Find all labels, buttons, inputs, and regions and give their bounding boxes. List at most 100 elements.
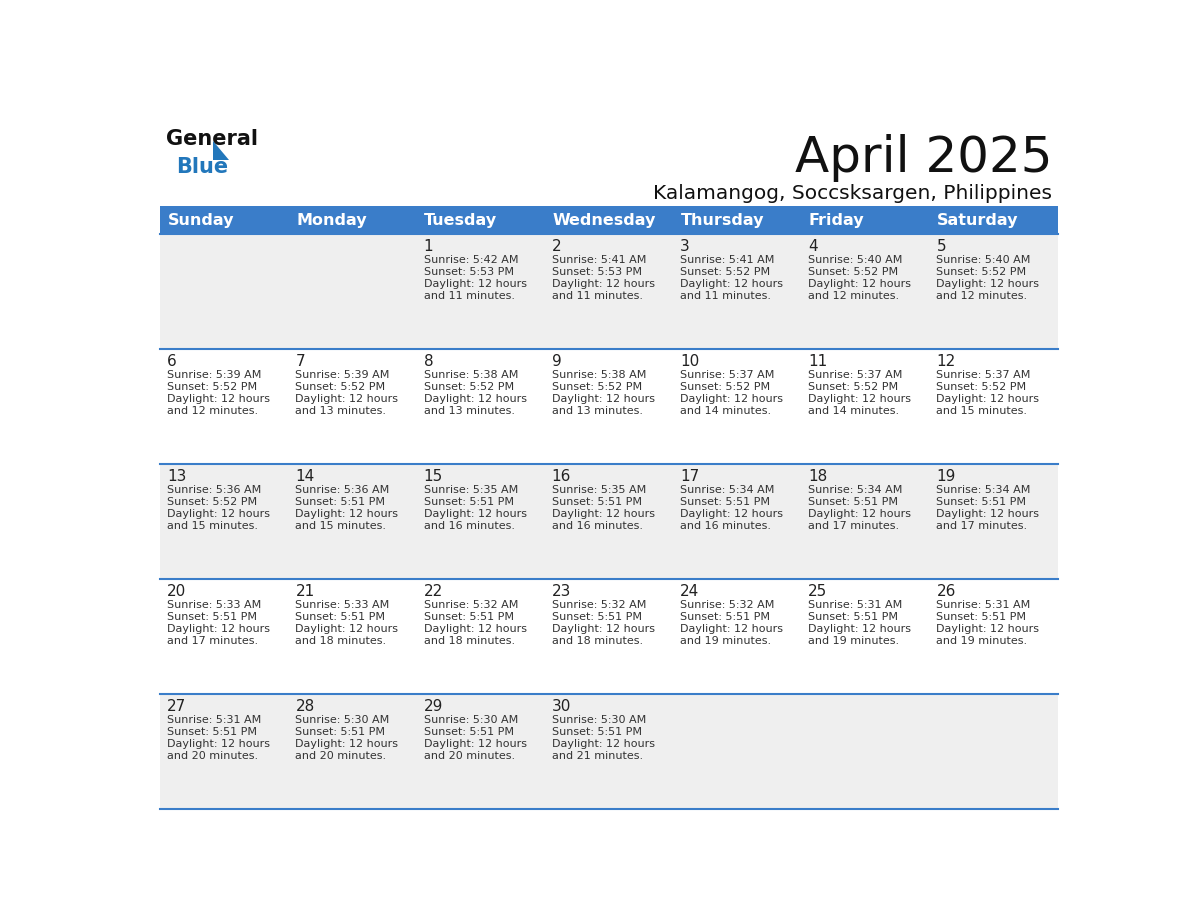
Text: Daylight: 12 hours: Daylight: 12 hours xyxy=(424,509,526,519)
Text: April 2025: April 2025 xyxy=(795,134,1053,182)
Text: Sunset: 5:51 PM: Sunset: 5:51 PM xyxy=(808,612,898,622)
Text: 25: 25 xyxy=(808,584,828,599)
Text: Sunrise: 5:41 AM: Sunrise: 5:41 AM xyxy=(551,255,646,265)
Text: Sunrise: 5:32 AM: Sunrise: 5:32 AM xyxy=(424,600,518,610)
Text: Sunset: 5:52 PM: Sunset: 5:52 PM xyxy=(551,382,642,392)
Text: Sunrise: 5:37 AM: Sunrise: 5:37 AM xyxy=(808,370,903,380)
Text: Sunrise: 5:34 AM: Sunrise: 5:34 AM xyxy=(680,485,775,495)
Text: and 16 minutes.: and 16 minutes. xyxy=(424,521,514,531)
Text: Sunset: 5:51 PM: Sunset: 5:51 PM xyxy=(551,612,642,622)
Text: Sunrise: 5:31 AM: Sunrise: 5:31 AM xyxy=(936,600,1031,610)
Text: Daylight: 12 hours: Daylight: 12 hours xyxy=(296,509,398,519)
Text: Sunset: 5:51 PM: Sunset: 5:51 PM xyxy=(168,612,257,622)
Text: 17: 17 xyxy=(680,469,700,484)
Text: and 19 minutes.: and 19 minutes. xyxy=(680,636,771,646)
Text: and 18 minutes.: and 18 minutes. xyxy=(296,636,386,646)
Text: Daylight: 12 hours: Daylight: 12 hours xyxy=(680,394,783,404)
Text: Sunrise: 5:39 AM: Sunrise: 5:39 AM xyxy=(296,370,390,380)
Text: and 13 minutes.: and 13 minutes. xyxy=(551,406,643,416)
Text: Sunrise: 5:38 AM: Sunrise: 5:38 AM xyxy=(551,370,646,380)
Text: Monday: Monday xyxy=(296,213,367,228)
Text: Daylight: 12 hours: Daylight: 12 hours xyxy=(808,509,911,519)
Text: 6: 6 xyxy=(168,353,177,369)
Bar xyxy=(672,207,801,234)
Text: Daylight: 12 hours: Daylight: 12 hours xyxy=(168,624,270,634)
Text: 14: 14 xyxy=(296,469,315,484)
Text: Sunset: 5:52 PM: Sunset: 5:52 PM xyxy=(936,382,1026,392)
Text: Sunset: 5:51 PM: Sunset: 5:51 PM xyxy=(680,497,770,507)
Text: and 20 minutes.: and 20 minutes. xyxy=(296,751,386,761)
Bar xyxy=(801,207,929,234)
Text: 27: 27 xyxy=(168,699,187,714)
Text: 21: 21 xyxy=(296,584,315,599)
Text: Tuesday: Tuesday xyxy=(424,213,498,228)
Text: Sunset: 5:52 PM: Sunset: 5:52 PM xyxy=(168,382,258,392)
Text: Sunset: 5:51 PM: Sunset: 5:51 PM xyxy=(551,497,642,507)
Text: Daylight: 12 hours: Daylight: 12 hours xyxy=(680,509,783,519)
Text: Sunset: 5:51 PM: Sunset: 5:51 PM xyxy=(296,727,385,737)
Text: and 14 minutes.: and 14 minutes. xyxy=(680,406,771,416)
Text: and 13 minutes.: and 13 minutes. xyxy=(296,406,386,416)
Text: Sunrise: 5:30 AM: Sunrise: 5:30 AM xyxy=(551,715,646,725)
Text: and 14 minutes.: and 14 minutes. xyxy=(808,406,899,416)
Text: 12: 12 xyxy=(936,353,955,369)
Text: Daylight: 12 hours: Daylight: 12 hours xyxy=(808,624,911,634)
Text: Daylight: 12 hours: Daylight: 12 hours xyxy=(551,394,655,404)
Text: Friday: Friday xyxy=(809,213,865,228)
Text: Sunset: 5:51 PM: Sunset: 5:51 PM xyxy=(424,497,513,507)
Text: Daylight: 12 hours: Daylight: 12 hours xyxy=(424,279,526,289)
Text: and 12 minutes.: and 12 minutes. xyxy=(808,291,899,301)
Text: Sunrise: 5:37 AM: Sunrise: 5:37 AM xyxy=(680,370,775,380)
Bar xyxy=(160,694,1057,810)
Text: 10: 10 xyxy=(680,353,700,369)
Text: Saturday: Saturday xyxy=(937,213,1018,228)
Text: Sunrise: 5:34 AM: Sunrise: 5:34 AM xyxy=(936,485,1031,495)
Text: Daylight: 12 hours: Daylight: 12 hours xyxy=(808,394,911,404)
Text: 7: 7 xyxy=(296,353,305,369)
Text: Sunrise: 5:40 AM: Sunrise: 5:40 AM xyxy=(936,255,1031,265)
Text: and 18 minutes.: and 18 minutes. xyxy=(424,636,514,646)
Text: and 19 minutes.: and 19 minutes. xyxy=(808,636,899,646)
Text: Sunrise: 5:33 AM: Sunrise: 5:33 AM xyxy=(296,600,390,610)
Text: Sunrise: 5:35 AM: Sunrise: 5:35 AM xyxy=(551,485,646,495)
Text: Sunset: 5:53 PM: Sunset: 5:53 PM xyxy=(424,267,513,277)
Text: Sunrise: 5:39 AM: Sunrise: 5:39 AM xyxy=(168,370,261,380)
Text: 5: 5 xyxy=(936,239,946,253)
Text: Daylight: 12 hours: Daylight: 12 hours xyxy=(296,394,398,404)
Text: Daylight: 12 hours: Daylight: 12 hours xyxy=(551,509,655,519)
Polygon shape xyxy=(213,141,229,161)
Text: Daylight: 12 hours: Daylight: 12 hours xyxy=(551,624,655,634)
Text: Sunrise: 5:31 AM: Sunrise: 5:31 AM xyxy=(808,600,903,610)
Text: Daylight: 12 hours: Daylight: 12 hours xyxy=(296,624,398,634)
Text: 15: 15 xyxy=(424,469,443,484)
Text: Daylight: 12 hours: Daylight: 12 hours xyxy=(424,624,526,634)
Bar xyxy=(160,234,1057,349)
Text: and 17 minutes.: and 17 minutes. xyxy=(808,521,899,531)
Text: Sunset: 5:51 PM: Sunset: 5:51 PM xyxy=(680,612,770,622)
Text: General: General xyxy=(165,129,258,149)
Bar xyxy=(417,207,545,234)
Text: Blue: Blue xyxy=(176,157,228,177)
Text: Sunset: 5:51 PM: Sunset: 5:51 PM xyxy=(551,727,642,737)
Text: Sunrise: 5:37 AM: Sunrise: 5:37 AM xyxy=(936,370,1031,380)
Text: 19: 19 xyxy=(936,469,956,484)
Text: Thursday: Thursday xyxy=(681,213,764,228)
Text: Sunrise: 5:30 AM: Sunrise: 5:30 AM xyxy=(296,715,390,725)
Text: and 20 minutes.: and 20 minutes. xyxy=(168,751,258,761)
Bar xyxy=(160,579,1057,694)
Text: Sunrise: 5:36 AM: Sunrise: 5:36 AM xyxy=(168,485,261,495)
Bar xyxy=(929,207,1057,234)
Text: 18: 18 xyxy=(808,469,828,484)
Text: 3: 3 xyxy=(680,239,690,253)
Text: Sunday: Sunday xyxy=(168,213,234,228)
Text: 9: 9 xyxy=(551,353,562,369)
Text: Sunset: 5:51 PM: Sunset: 5:51 PM xyxy=(936,612,1026,622)
Text: and 20 minutes.: and 20 minutes. xyxy=(424,751,514,761)
Bar xyxy=(160,207,289,234)
Bar xyxy=(160,349,1057,465)
Text: Daylight: 12 hours: Daylight: 12 hours xyxy=(168,394,270,404)
Text: Kalamangog, Soccsksargen, Philippines: Kalamangog, Soccsksargen, Philippines xyxy=(653,184,1053,203)
Text: and 12 minutes.: and 12 minutes. xyxy=(168,406,258,416)
Text: 8: 8 xyxy=(424,353,434,369)
Text: 2: 2 xyxy=(551,239,562,253)
